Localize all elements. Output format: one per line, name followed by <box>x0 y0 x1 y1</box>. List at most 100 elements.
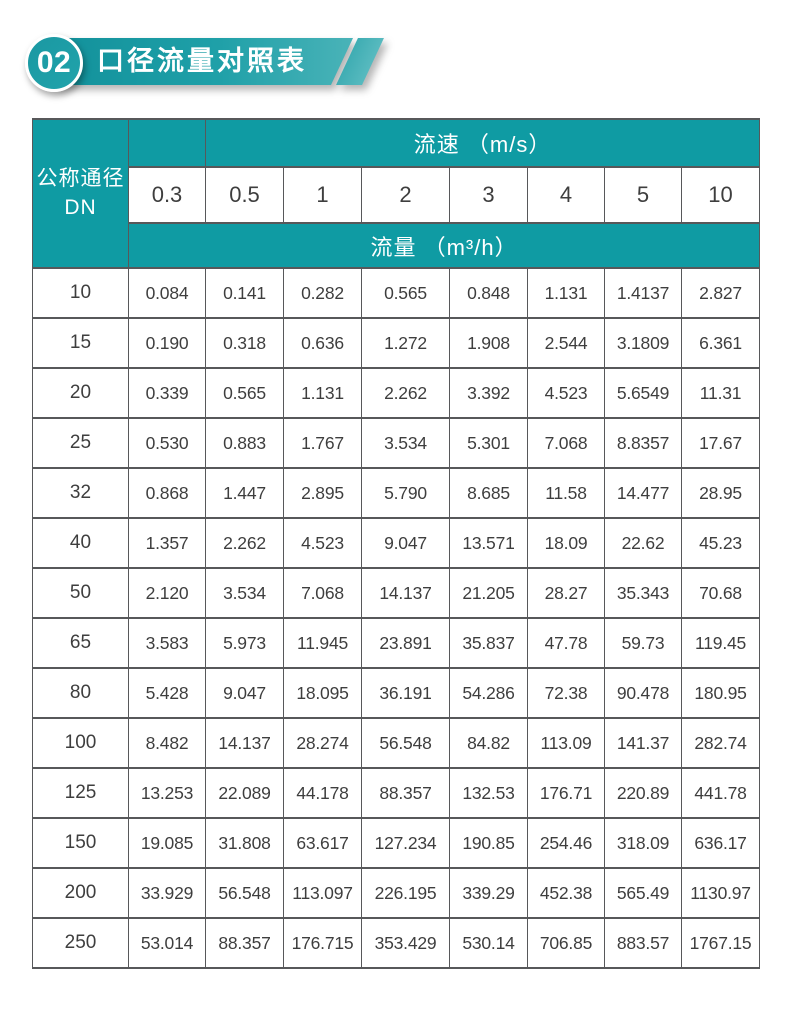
dn-value: 100 <box>32 717 129 769</box>
flow-value: 706.85 <box>527 917 605 969</box>
flow-value: 0.084 <box>128 267 206 319</box>
flow-value: 132.53 <box>449 767 528 819</box>
flow-value: 339.29 <box>449 867 528 919</box>
flow-value: 1767.15 <box>680 917 761 969</box>
dn-value: 32 <box>32 467 129 519</box>
dn-value: 15 <box>32 317 129 369</box>
velocity-value: 3 <box>449 166 528 224</box>
table-row: 80 5.428 9.047 18.095 36.191 54.286 72.38 90.47… <box>32 667 761 719</box>
velocity-unit-row: 公称通径 DN 流速 （m/s） <box>32 118 761 269</box>
velocity-value: 0.3 <box>128 166 206 224</box>
velocity-value: 5 <box>604 166 682 224</box>
dn-value: 65 <box>32 617 129 669</box>
flow-value: 21.205 <box>449 567 528 619</box>
flow-value: 22.62 <box>604 517 682 569</box>
velocity-value: 1 <box>283 166 362 224</box>
table-row: 100 8.482 14.137 28.274 56.548 84.82 113.09 141… <box>32 717 761 769</box>
flow-value: 1.4137 <box>604 267 682 319</box>
flow-value: 35.837 <box>449 617 528 669</box>
dn-value: 25 <box>32 417 129 469</box>
flow-value: 4.523 <box>527 367 605 419</box>
flow-value: 318.09 <box>604 817 682 869</box>
flow-value: 2.895 <box>283 467 362 519</box>
flow-value: 90.478 <box>604 667 682 719</box>
flow-value: 88.357 <box>361 767 450 819</box>
flow-value: 141.37 <box>604 717 682 769</box>
table-row: 15 0.190 0.318 0.636 1.272 1.908 2.544 3.1809 6.… <box>32 317 761 369</box>
flow-value: 0.883 <box>205 417 284 469</box>
flow-value: 19.085 <box>128 817 206 869</box>
flow-value: 6.361 <box>680 317 761 369</box>
flow-value: 2.262 <box>205 517 284 569</box>
flow-value: 28.95 <box>680 467 761 519</box>
flow-value: 282.74 <box>680 717 761 769</box>
flow-rate-table: 公称通径 DN 流速 （m/s） 0.3 0.5 1 2 3 4 5 10 流量… <box>32 118 761 969</box>
flow-value: 88.357 <box>205 917 284 969</box>
empty-header-cell <box>128 118 206 168</box>
velocity-values-row: 0.3 0.5 1 2 3 4 5 10 <box>33 166 761 224</box>
flow-value: 0.318 <box>205 317 284 369</box>
velocity-value: 10 <box>680 166 761 224</box>
flow-value: 17.67 <box>680 417 761 469</box>
flow-value: 176.71 <box>527 767 605 819</box>
flow-value: 3.1809 <box>604 317 682 369</box>
flow-value: 54.286 <box>449 667 528 719</box>
flow-value: 56.548 <box>205 867 284 919</box>
flow-value: 3.534 <box>361 417 450 469</box>
flow-value: 11.58 <box>527 467 605 519</box>
section-header: 口径流量对照表 02 <box>25 33 445 97</box>
banner-bar: 口径流量对照表 <box>53 38 353 85</box>
flow-value: 636.17 <box>680 817 761 869</box>
flow-value: 59.73 <box>604 617 682 669</box>
flow-value: 565.49 <box>604 867 682 919</box>
table-row: 250 53.014 88.357 176.715 353.429 530.14 706.8… <box>32 917 761 969</box>
flow-value: 0.141 <box>205 267 284 319</box>
table-row: 65 3.583 5.973 11.945 23.891 35.837 47.78 59.73… <box>32 617 761 669</box>
dn-value: 80 <box>32 667 129 719</box>
flow-value: 9.047 <box>205 667 284 719</box>
table-row: 32 0.868 1.447 2.895 5.790 8.685 11.58 14.477 28… <box>32 467 761 519</box>
table-row: 20 0.339 0.565 1.131 2.262 3.392 4.523 5.6549 11… <box>32 367 761 419</box>
flow-value: 190.85 <box>449 817 528 869</box>
flow-value: 1.357 <box>128 517 206 569</box>
flow-value: 441.78 <box>680 767 761 819</box>
flow-value: 35.343 <box>604 567 682 619</box>
flow-value: 3.534 <box>205 567 284 619</box>
corner-header-line2: DN <box>64 195 97 219</box>
flow-value: 53.014 <box>128 917 206 969</box>
corner-header-line1: 公称通径 <box>36 167 125 191</box>
flow-value: 11.945 <box>283 617 362 669</box>
flow-value: 883.57 <box>604 917 682 969</box>
table-row: 150 19.085 31.808 63.617 127.234 190.85 254.46… <box>32 817 761 869</box>
dn-value: 200 <box>32 867 129 919</box>
flow-value: 254.46 <box>527 817 605 869</box>
corner-header-cell: 公称通径 DN <box>32 118 129 269</box>
flow-value: 0.565 <box>361 267 450 319</box>
dn-value: 150 <box>32 817 129 869</box>
table-body: 10 0.084 0.141 0.282 0.565 0.848 1.131 1.4137 2.… <box>32 267 761 969</box>
flow-value: 4.523 <box>283 517 362 569</box>
flow-value: 176.715 <box>283 917 362 969</box>
flow-value: 1.131 <box>527 267 605 319</box>
flow-value: 0.282 <box>283 267 362 319</box>
flow-value: 1130.97 <box>680 867 761 919</box>
flow-value: 0.565 <box>205 367 284 419</box>
flow-value: 28.274 <box>283 717 362 769</box>
flow-value: 1.767 <box>283 417 362 469</box>
flow-value: 0.530 <box>128 417 206 469</box>
flow-value: 127.234 <box>361 817 450 869</box>
flow-value: 220.89 <box>604 767 682 819</box>
flow-value: 2.544 <box>527 317 605 369</box>
velocity-value: 4 <box>527 166 605 224</box>
flow-value: 11.31 <box>680 367 761 419</box>
flow-value: 72.38 <box>527 667 605 719</box>
flow-value: 226.195 <box>361 867 450 919</box>
flow-value: 84.82 <box>449 717 528 769</box>
dn-value: 50 <box>32 567 129 619</box>
flow-value: 45.23 <box>680 517 761 569</box>
title-banner: 口径流量对照表 <box>25 33 445 97</box>
flow-value: 3.583 <box>128 617 206 669</box>
flow-value: 5.428 <box>128 667 206 719</box>
flow-value: 36.191 <box>361 667 450 719</box>
